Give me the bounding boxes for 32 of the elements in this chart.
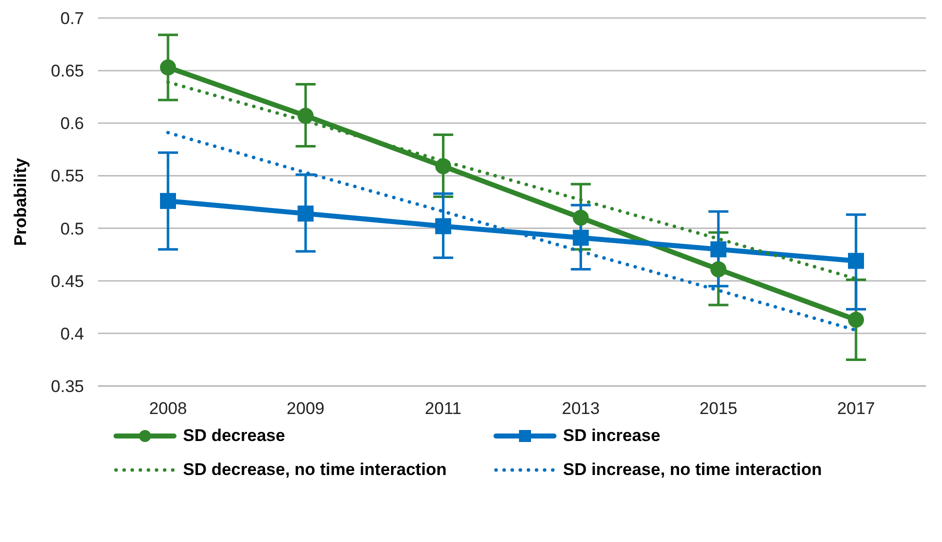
y-tick-label: 0.65 bbox=[50, 62, 84, 81]
y-axis-title: Probability bbox=[11, 158, 30, 246]
y-tick-label: 0.7 bbox=[60, 9, 84, 28]
x-tick-label: 2011 bbox=[424, 399, 462, 418]
x-tick-label: 2017 bbox=[837, 399, 875, 418]
point bbox=[848, 312, 864, 328]
point bbox=[160, 59, 176, 76]
y-tick-label: 0.45 bbox=[50, 272, 84, 291]
point bbox=[710, 261, 726, 278]
point bbox=[848, 252, 864, 269]
x-tick-label: 2009 bbox=[286, 399, 325, 418]
x-tick-label: 2013 bbox=[562, 399, 600, 418]
line-series bbox=[166, 130, 858, 332]
point bbox=[572, 230, 589, 246]
x-tick-label: 2008 bbox=[149, 399, 187, 418]
y-tick-label: 0.5 bbox=[60, 219, 84, 238]
y-tick-label: 0.55 bbox=[50, 166, 84, 186]
point bbox=[298, 108, 314, 124]
point bbox=[435, 218, 452, 234]
y-tick-label: 0.6 bbox=[60, 114, 84, 134]
x-tick-label: 2015 bbox=[699, 399, 738, 418]
legend-label: SD increase, no time interaction bbox=[563, 460, 822, 480]
legend-label: SD increase bbox=[563, 426, 660, 446]
legend-label: SD decrease bbox=[183, 426, 286, 446]
point bbox=[298, 206, 314, 222]
point bbox=[435, 158, 452, 174]
point bbox=[572, 210, 589, 226]
point bbox=[710, 241, 726, 258]
y-tick-label: 0.4 bbox=[60, 324, 84, 344]
y-tick-label: 0.35 bbox=[50, 377, 84, 396]
point bbox=[160, 192, 176, 209]
legend-label: SD decrease, no time interaction bbox=[183, 460, 447, 480]
